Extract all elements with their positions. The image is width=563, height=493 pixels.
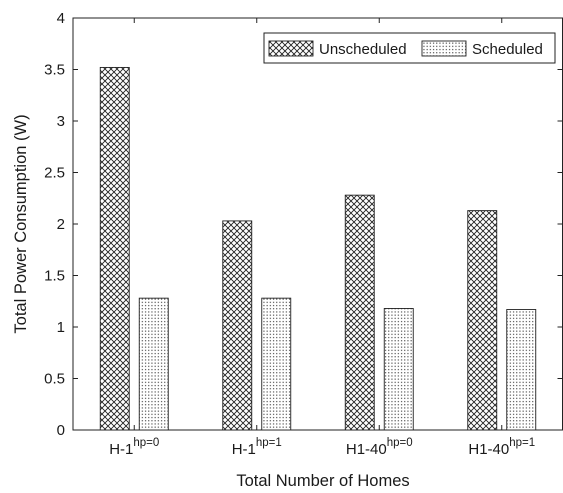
y-tick-label: 1.5 xyxy=(44,268,65,285)
bars xyxy=(99,66,537,431)
x-axis-label: Total Number of Homes xyxy=(236,472,409,490)
legend-label-unscheduled: Unscheduled xyxy=(319,41,407,58)
y-tick-label: 4 xyxy=(57,10,65,27)
x-tick-label-superscript: hp=1 xyxy=(509,437,535,449)
x-tick-label-base: H-1 xyxy=(232,441,256,458)
legend-swatch-unscheduled xyxy=(268,40,314,57)
bar-unscheduled-1 xyxy=(222,220,253,431)
y-tick-label: 0 xyxy=(57,422,65,439)
x-tick-label-superscript: hp=1 xyxy=(256,437,282,449)
bar-unscheduled-3 xyxy=(467,210,498,431)
legend-swatch-scheduled xyxy=(421,40,467,57)
legend-label-scheduled: Scheduled xyxy=(472,41,543,58)
y-axis-ticks: 0 0.5 1 1.5 2 2.5 3 3.5 4 xyxy=(44,10,563,439)
x-tick-label-superscript: hp=0 xyxy=(387,437,413,449)
x-tick-label: H1-40hp=1 xyxy=(468,437,535,458)
x-tick-label: H1-40hp=0 xyxy=(346,437,413,458)
y-tick-label: 3 xyxy=(57,113,65,130)
y-tick-label: 2.5 xyxy=(44,165,65,182)
y-tick-label: 3.5 xyxy=(44,62,65,79)
x-tick-label-base: H1-40 xyxy=(346,441,387,458)
bar-scheduled-3 xyxy=(506,309,537,431)
bar-scheduled-1 xyxy=(261,297,292,431)
y-tick-label: 1 xyxy=(57,319,65,336)
y-tick-label: 2 xyxy=(57,216,65,233)
legend: Unscheduled Scheduled xyxy=(263,32,556,64)
bar-unscheduled-0 xyxy=(99,66,130,431)
x-axis-ticks: H-1hp=0 H-1hp=1 H1-40hp=0 H1-40hp=1 xyxy=(109,18,535,458)
y-tick-label: 0.5 xyxy=(44,371,65,388)
bar-scheduled-2 xyxy=(383,308,414,431)
bar-unscheduled-2 xyxy=(344,194,375,431)
x-tick-label: H-1hp=0 xyxy=(109,437,159,458)
x-tick-label-superscript: hp=0 xyxy=(133,437,159,449)
x-tick-label: H-1hp=1 xyxy=(232,437,282,458)
bar-scheduled-0 xyxy=(138,297,169,431)
y-axis-label: Total Power Consumption (W) xyxy=(12,114,30,333)
x-tick-label-base: H1-40 xyxy=(468,441,509,458)
x-tick-label-base: H-1 xyxy=(109,441,133,458)
